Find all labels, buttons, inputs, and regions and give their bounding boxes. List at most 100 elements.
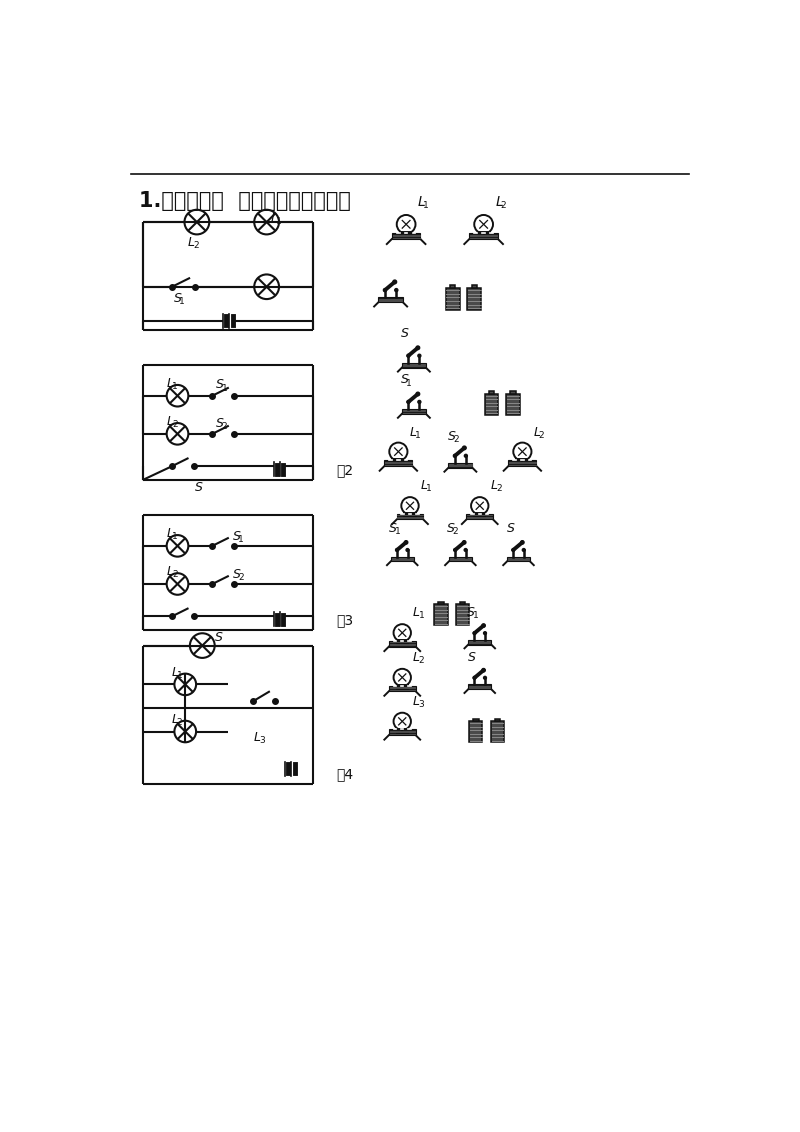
Circle shape bbox=[407, 354, 410, 358]
Text: L: L bbox=[413, 606, 420, 619]
Circle shape bbox=[416, 392, 420, 396]
Bar bbox=[378, 298, 403, 302]
Text: 1: 1 bbox=[238, 535, 244, 544]
Text: 3: 3 bbox=[418, 700, 424, 709]
Circle shape bbox=[393, 280, 397, 284]
Text: L: L bbox=[171, 666, 178, 678]
Circle shape bbox=[514, 443, 531, 461]
Text: 2: 2 bbox=[193, 241, 198, 250]
Text: S: S bbox=[401, 374, 409, 386]
Text: L: L bbox=[534, 426, 540, 439]
Bar bbox=[491, 721, 504, 743]
Text: 1: 1 bbox=[172, 381, 178, 391]
Bar bbox=[385, 460, 412, 466]
Circle shape bbox=[394, 713, 411, 730]
Bar bbox=[510, 392, 516, 394]
Circle shape bbox=[462, 541, 466, 544]
Text: L: L bbox=[166, 415, 174, 428]
Bar bbox=[456, 604, 470, 625]
Circle shape bbox=[521, 541, 524, 544]
Text: 1: 1 bbox=[426, 484, 432, 494]
Circle shape bbox=[395, 549, 398, 551]
Circle shape bbox=[474, 215, 493, 233]
Bar bbox=[467, 288, 482, 310]
Circle shape bbox=[473, 632, 476, 635]
Circle shape bbox=[394, 669, 411, 686]
Text: S: S bbox=[389, 522, 397, 535]
Bar bbox=[468, 685, 491, 689]
Text: L: L bbox=[187, 235, 194, 249]
Circle shape bbox=[473, 677, 476, 679]
Text: 1: 1 bbox=[177, 670, 182, 679]
Text: S: S bbox=[233, 530, 240, 543]
Circle shape bbox=[482, 669, 486, 672]
Text: 3: 3 bbox=[259, 736, 265, 745]
Text: 1: 1 bbox=[414, 431, 421, 440]
Text: L: L bbox=[166, 377, 174, 389]
Bar bbox=[470, 233, 498, 239]
Circle shape bbox=[512, 549, 514, 551]
Text: L: L bbox=[421, 479, 428, 492]
Circle shape bbox=[394, 624, 411, 642]
Text: S: S bbox=[447, 522, 455, 535]
Text: S: S bbox=[468, 651, 476, 663]
Bar bbox=[449, 557, 472, 561]
Bar bbox=[448, 463, 472, 468]
Text: 1: 1 bbox=[423, 200, 429, 209]
Bar bbox=[389, 686, 415, 692]
Circle shape bbox=[390, 443, 407, 461]
Text: 1: 1 bbox=[172, 532, 178, 541]
Bar bbox=[485, 394, 498, 415]
Text: 2: 2 bbox=[501, 200, 506, 209]
Circle shape bbox=[454, 454, 456, 457]
Bar bbox=[507, 557, 530, 561]
Text: 2: 2 bbox=[538, 431, 544, 440]
Bar bbox=[446, 288, 459, 310]
Bar bbox=[402, 362, 426, 368]
Text: 图4: 图4 bbox=[336, 767, 354, 781]
Circle shape bbox=[454, 549, 457, 551]
Text: L: L bbox=[410, 426, 416, 439]
Circle shape bbox=[464, 454, 467, 457]
Circle shape bbox=[482, 624, 486, 627]
Text: S: S bbox=[195, 481, 203, 495]
Bar bbox=[402, 409, 426, 414]
Bar bbox=[470, 721, 482, 743]
Text: S: S bbox=[401, 327, 409, 341]
Circle shape bbox=[407, 401, 410, 403]
Text: 1: 1 bbox=[394, 528, 400, 537]
Bar bbox=[392, 233, 421, 239]
Bar bbox=[471, 285, 477, 288]
Text: L: L bbox=[413, 695, 420, 708]
Bar bbox=[397, 514, 423, 520]
Text: 1: 1 bbox=[222, 384, 227, 393]
Text: S: S bbox=[467, 606, 475, 619]
Text: L: L bbox=[166, 528, 174, 540]
Circle shape bbox=[522, 549, 525, 551]
Text: S: S bbox=[214, 632, 222, 644]
Circle shape bbox=[462, 446, 466, 449]
Circle shape bbox=[397, 215, 415, 233]
Text: 2: 2 bbox=[418, 655, 424, 664]
Text: 2: 2 bbox=[496, 484, 502, 494]
Text: L: L bbox=[490, 479, 498, 492]
Bar bbox=[468, 640, 491, 644]
Text: 1: 1 bbox=[406, 378, 412, 387]
Circle shape bbox=[483, 677, 486, 679]
Text: 2: 2 bbox=[453, 528, 458, 537]
Bar bbox=[495, 719, 500, 721]
Text: 2: 2 bbox=[177, 718, 182, 727]
Text: 1: 1 bbox=[418, 611, 424, 620]
Bar bbox=[466, 514, 493, 520]
Text: S: S bbox=[233, 568, 240, 581]
Circle shape bbox=[406, 549, 409, 551]
Circle shape bbox=[383, 289, 386, 292]
Text: 1: 1 bbox=[473, 611, 478, 620]
Bar bbox=[509, 460, 536, 466]
Text: 1: 1 bbox=[276, 217, 282, 225]
Circle shape bbox=[416, 346, 420, 350]
Circle shape bbox=[464, 549, 467, 551]
Text: L: L bbox=[495, 195, 503, 209]
Text: S: S bbox=[507, 522, 514, 535]
Text: 图3: 图3 bbox=[336, 614, 354, 627]
